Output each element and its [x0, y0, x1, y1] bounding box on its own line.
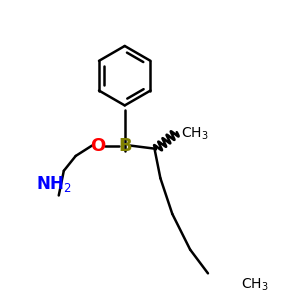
Text: CH$_3$: CH$_3$: [241, 277, 268, 293]
Text: CH$_3$: CH$_3$: [181, 125, 209, 142]
Text: NH$_2$: NH$_2$: [35, 174, 71, 194]
Text: O: O: [90, 136, 106, 154]
Text: B: B: [118, 136, 131, 154]
